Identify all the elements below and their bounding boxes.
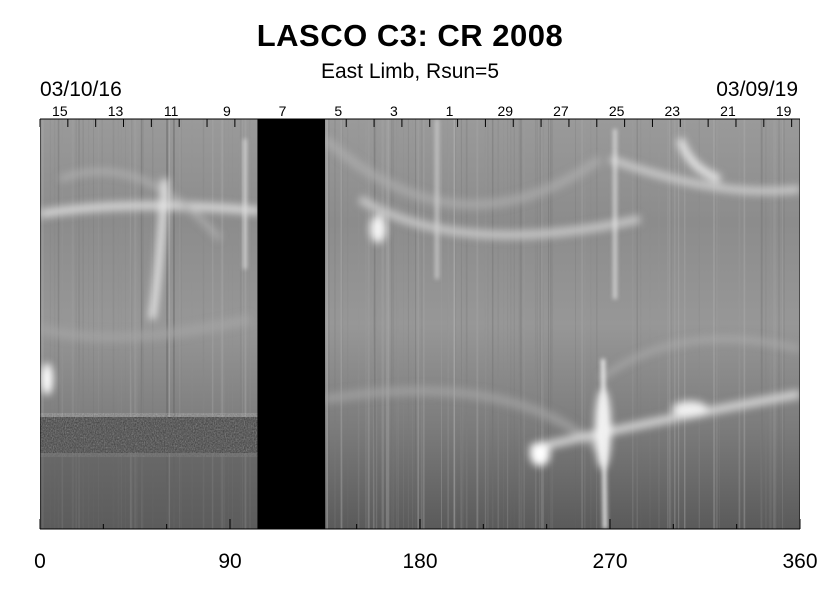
data-gap	[257, 119, 325, 529]
day-tick-label: 5	[334, 103, 343, 119]
day-tick-label: 15	[52, 103, 68, 119]
day-tick-label: 11	[163, 103, 179, 119]
day-tick-label: 3	[389, 103, 398, 119]
x-tick-label: 180	[402, 550, 438, 573]
chart-subtitle: East Limb, Rsun=5	[320, 60, 499, 83]
day-tick-label: 23	[664, 103, 681, 119]
x-tick-label: 270	[592, 550, 628, 573]
end-date-label: 03/09/19	[716, 78, 798, 101]
day-tick-label: 27	[553, 103, 569, 119]
x-tick-label: 360	[782, 550, 818, 573]
day-tick-label: 19	[775, 103, 792, 119]
chart-title: LASCO C3: CR 2008	[256, 18, 564, 53]
day-tick-label: 25	[608, 103, 625, 119]
day-tick-label: 9	[222, 103, 231, 119]
x-tick-label: 90	[218, 550, 242, 573]
x-tick-label: 0	[34, 550, 46, 573]
start-date-label: 03/10/16	[40, 78, 122, 101]
bright-features	[40, 135, 800, 469]
synoptic-map-image	[40, 119, 800, 529]
day-tick-label: 1	[445, 103, 454, 119]
day-tick-label: 29	[497, 103, 514, 119]
day-tick-label: 21	[720, 103, 736, 119]
day-tick-label: 7	[278, 103, 287, 119]
day-tick-label: 13	[107, 103, 124, 119]
